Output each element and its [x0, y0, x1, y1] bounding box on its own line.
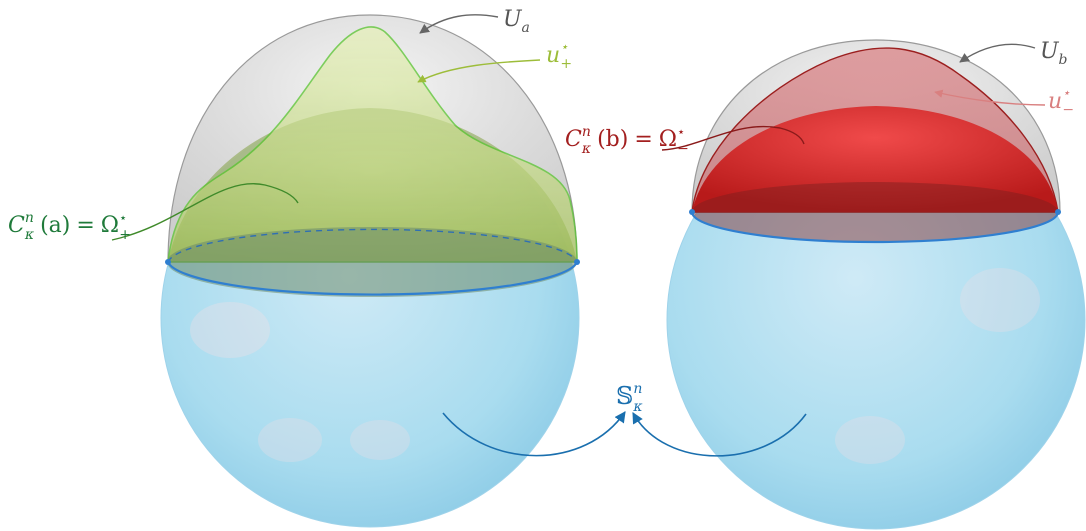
left-sphere-highlight: [190, 302, 270, 358]
arrow-S-right: [632, 412, 807, 457]
right-sphere-group: [666, 39, 1086, 530]
right-sphere-highlight: [960, 268, 1040, 332]
left-equator-node: [165, 259, 171, 265]
right-equator-disk: [692, 182, 1058, 242]
label-C-b: Cn κ (b) = Ω⋆ −: [565, 124, 689, 157]
callout-C-a: [111, 183, 299, 241]
callout-u-minus: [934, 89, 1046, 106]
callout-C-b: [661, 126, 805, 151]
arrow-S-left: [442, 411, 626, 457]
right-sphere-highlight: [835, 416, 905, 464]
left-equator-disk: [167, 227, 577, 297]
callout-u-plus: [417, 59, 541, 83]
left-sphere-group: [160, 14, 580, 528]
label-u-plus: u⋆ +: [546, 40, 572, 72]
right-equator-front: [690, 211, 1060, 244]
left-sphere-highlight: [258, 418, 322, 462]
right-equator-node: [1055, 209, 1061, 215]
label-Ua: Ua: [503, 7, 530, 36]
label-Ub: Ub: [1040, 39, 1068, 68]
callout-Ub: [959, 43, 1036, 63]
left-sphere-highlight: [350, 420, 410, 460]
label-u-minus: u⋆ −: [1048, 86, 1074, 118]
right-cap-inner: [692, 106, 1058, 212]
left-bump-u-plus: [167, 26, 578, 263]
callout-Ua: [419, 14, 499, 34]
left-equator-back: [167, 228, 578, 263]
left-equator-front: [166, 261, 579, 296]
label-S: 𝕊n κ: [616, 381, 643, 415]
right-equator-node: [689, 209, 695, 215]
left-equator-node: [574, 259, 580, 265]
label-C-a: Cn κ (a) = Ω⋆ +: [8, 210, 131, 243]
